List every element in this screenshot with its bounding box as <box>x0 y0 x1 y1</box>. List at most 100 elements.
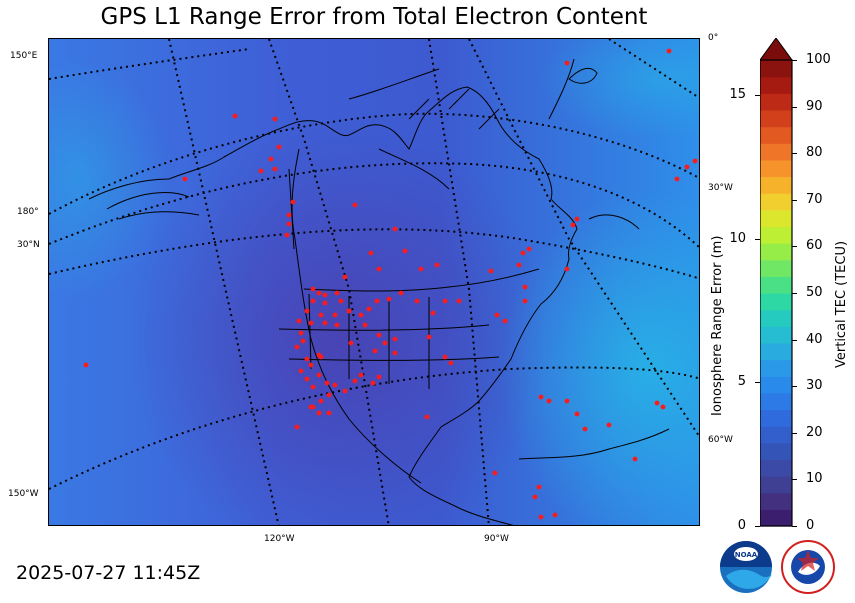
gps-station-marker <box>326 410 332 416</box>
gps-station-marker <box>392 350 398 356</box>
graticule-label-150e: 150°E <box>10 51 38 61</box>
tec-high-region-west <box>49 59 169 299</box>
gps-station-marker <box>318 398 324 404</box>
gps-station-marker <box>334 290 340 296</box>
tec-tick-label: 30 <box>806 378 823 394</box>
gps-station-marker <box>286 221 292 227</box>
gps-station-marker <box>310 286 316 292</box>
gps-station-marker <box>310 384 316 390</box>
gps-station-marker <box>284 232 290 238</box>
gps-station-marker <box>532 494 538 500</box>
gps-station-marker <box>376 374 382 380</box>
graticule-label-120w: 120°W <box>264 534 295 544</box>
range-error-tick-mark <box>755 382 760 384</box>
colorbar-band <box>760 276 792 294</box>
gps-station-marker <box>372 348 378 354</box>
tec-tick-mark <box>792 199 797 201</box>
gps-station-marker <box>538 514 544 520</box>
tec-tick-label: 40 <box>806 331 823 347</box>
graticule-label-60w: 60°W <box>708 435 733 445</box>
gps-station-marker <box>358 372 364 378</box>
range-error-tick-label: 5 <box>737 374 746 390</box>
colorbar-bands <box>760 60 792 527</box>
gps-station-marker <box>316 290 322 296</box>
gps-station-marker <box>564 60 570 66</box>
tec-tick-label: 80 <box>806 145 823 161</box>
colorbar-band <box>760 193 792 211</box>
gps-station-marker <box>286 212 292 218</box>
tec-tick-label: 100 <box>806 52 831 67</box>
gps-station-marker <box>296 318 302 324</box>
colorbar-band <box>760 176 792 194</box>
graticule <box>49 39 699 525</box>
gps-station-marker <box>304 376 310 382</box>
colorbar-band <box>760 509 792 527</box>
gps-station-marker <box>570 222 576 228</box>
gps-station-marker <box>442 354 448 360</box>
colorbar-band <box>760 159 792 178</box>
gps-station-marker <box>386 296 392 302</box>
gps-station-marker <box>332 382 338 388</box>
gps-station-marker <box>346 308 352 314</box>
gps-station-marker <box>310 298 316 304</box>
colorbar-band <box>760 492 792 510</box>
graticule-label-30n: 30°N <box>17 240 40 250</box>
gps-station-marker <box>564 266 570 272</box>
nws-logo <box>781 540 835 594</box>
gps-station-marker <box>366 306 372 312</box>
colorbar-band <box>760 342 792 361</box>
colorbar-band <box>760 126 792 144</box>
gps-station-marker <box>258 168 264 174</box>
noaa-logo-text: NOAA <box>735 551 758 559</box>
gps-station-marker <box>456 298 462 304</box>
colorbar-band <box>760 76 792 94</box>
colorbar-band <box>760 326 792 344</box>
gps-station-marker <box>352 202 358 208</box>
gps-station-marker <box>526 246 532 252</box>
timestamp: 2025-07-27 11:45Z <box>16 562 201 584</box>
gps-station-marker <box>334 322 340 328</box>
gps-station-marker <box>294 344 300 350</box>
gps-station-marker <box>582 426 588 432</box>
map-panel[interactable] <box>48 38 700 526</box>
gps-station-marker <box>516 262 522 268</box>
colorbar-band <box>760 259 792 277</box>
gps-station-marker <box>324 380 330 386</box>
gps-station-marker <box>358 312 364 318</box>
tec-tick-mark <box>792 153 797 155</box>
range-error-tick-label: 15 <box>729 87 746 103</box>
colorbar-band <box>760 243 792 261</box>
gps-station-marker <box>654 400 660 406</box>
tec-tick-mark <box>792 339 797 341</box>
graticule-label-180: 180° <box>17 207 39 217</box>
gps-station-marker <box>402 248 408 254</box>
agency-logos: NOAA <box>720 540 835 594</box>
gps-station-marker <box>606 422 612 428</box>
gps-station-marker <box>316 372 322 378</box>
gps-station-marker <box>342 388 348 394</box>
colorbar-band <box>760 459 792 477</box>
gps-station-marker <box>424 414 430 420</box>
gps-station-marker <box>348 340 354 346</box>
gps-station-marker <box>362 322 368 328</box>
map-title: GPS L1 Range Error from Total Electron C… <box>100 4 648 30</box>
gps-station-marker <box>290 199 296 205</box>
gps-station-marker <box>426 334 432 340</box>
gps-station-marker <box>494 312 500 318</box>
colorbar-band <box>760 60 792 78</box>
colorbar-label-range-error: Ionosphere Range Error (m) <box>710 235 725 416</box>
gps-station-marker <box>522 284 528 290</box>
gps-station-marker <box>418 266 424 272</box>
gps-station-marker <box>434 262 440 268</box>
tec-tick-label: 60 <box>806 238 823 254</box>
gps-station-marker <box>352 378 358 384</box>
coastlines <box>88 58 670 525</box>
gps-station-marker <box>316 410 322 416</box>
gps-station-marker <box>684 164 690 170</box>
gps-station-marker <box>574 411 580 417</box>
colorbar-band <box>760 392 792 411</box>
gps-station-marker <box>448 360 454 366</box>
gps-station-marker <box>522 298 528 304</box>
colorbar-band <box>760 209 792 228</box>
tec-tick-mark <box>792 246 797 248</box>
